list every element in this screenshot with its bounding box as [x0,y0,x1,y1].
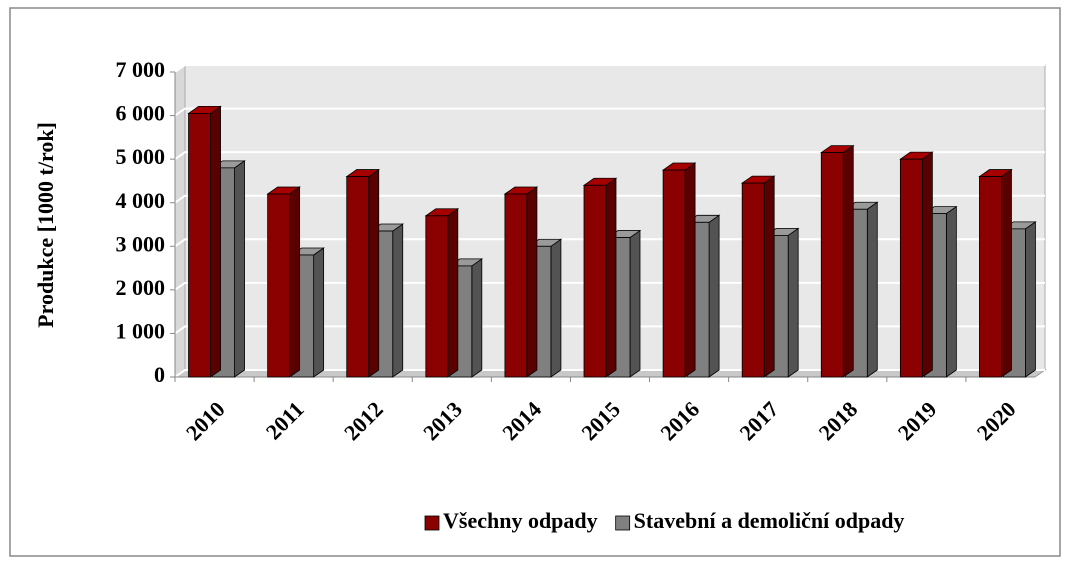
bar-side [708,214,720,378]
bar-front [425,215,449,378]
bar-side [605,177,617,378]
bar-side [629,229,641,378]
bar-front [662,169,686,378]
bar-front [820,152,844,378]
chart-border [9,7,1061,557]
bar [266,186,301,378]
bar-side [368,168,380,378]
x-tick-label: 2011 [261,396,309,444]
bar [582,177,618,378]
bar [820,144,855,378]
x-tick-label: 2010 [181,396,230,445]
bar-side [392,223,404,378]
bar [740,175,776,378]
y-tick-label: 7 000 [116,57,166,82]
legend-label: Stavební a demoliční odpady [634,508,905,533]
x-tick-label: 2014 [497,396,546,445]
bar-front [979,176,1002,378]
x-tick-label: 2013 [418,396,467,445]
bar-side [945,205,957,378]
y-tick-label: 1 000 [116,318,166,343]
bar-side [684,162,696,378]
bar-front [583,184,607,378]
bar [899,151,934,378]
legend-swatch [424,515,440,531]
legend-label: Všechny odpady [443,508,598,533]
bar-side [526,186,538,378]
x-tick-label: 2017 [734,396,783,445]
y-tick-label: 6 000 [116,101,166,126]
bar-side [210,105,221,378]
y-axis-label: Produkce [1000 t/rok] [33,122,58,328]
grid-line [174,107,1045,117]
bar-side [447,208,459,378]
bar-side [1025,221,1036,378]
bar-front [188,112,211,378]
bar-side [289,186,301,378]
x-tick-label: 2016 [655,396,704,445]
y-tick-label: 4 000 [116,188,166,213]
legend-swatch [615,515,631,531]
grid-line [174,64,1045,73]
grid-line [174,151,1045,160]
y-tick-label: 5 000 [116,144,166,169]
bar-side [471,258,483,378]
bar-side [234,160,245,378]
bar-front [899,158,923,378]
bar-side [921,151,933,378]
x-tick-label: 2018 [814,396,863,445]
y-tick-label: 3 000 [116,231,166,256]
bar-front [741,182,765,378]
bar-side [842,144,854,378]
bar [187,105,222,378]
x-tick-label: 2015 [576,396,625,445]
bar-side [866,201,878,378]
bar-side [313,247,325,378]
bar [345,168,380,378]
bar-side [763,175,775,378]
bar [424,208,460,378]
y-tick-label: 0 [154,362,165,387]
bar-front [346,176,370,378]
bar [978,168,1013,378]
y-tick-label: 2 000 [116,275,166,300]
bar-side [787,227,799,378]
x-tick-label: 2012 [339,396,388,445]
bar-side [550,238,562,378]
x-tick-label: 2020 [972,396,1021,445]
bar [661,162,697,378]
bar-front [504,193,528,378]
bar [503,186,539,378]
bar-side [1001,168,1012,378]
bar-front [267,193,291,378]
x-tick-label: 2019 [893,396,942,445]
